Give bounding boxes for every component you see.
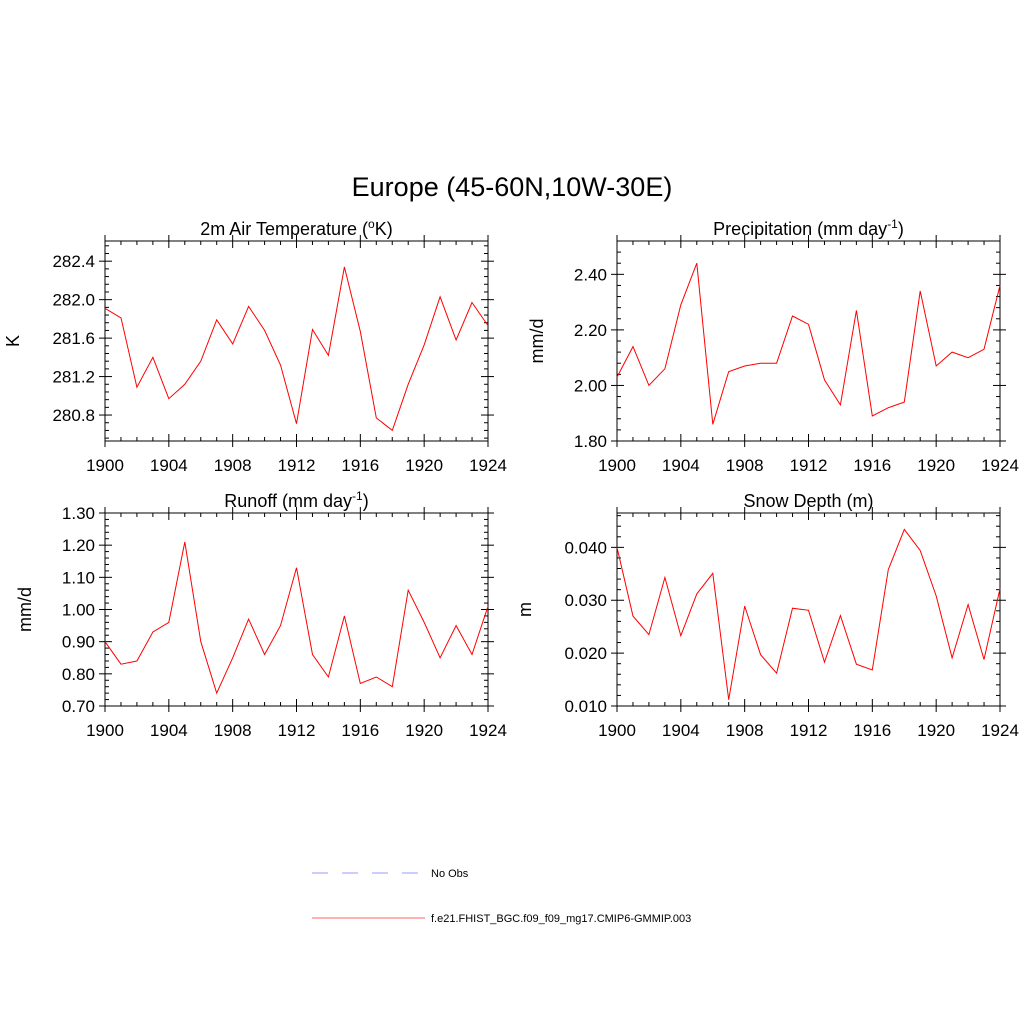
y-tick-label: 0.70 <box>62 697 95 716</box>
x-tick-label: 1916 <box>341 456 379 475</box>
x-tick-label: 1900 <box>598 721 636 740</box>
panel-title-sup: -1 <box>887 217 898 231</box>
x-tick-label: 1912 <box>790 456 828 475</box>
panel-title: Snow Depth (m) <box>743 491 873 511</box>
y-tick-label: 1.80 <box>574 432 607 451</box>
y-axis-label: K <box>3 335 23 347</box>
series-line <box>104 541 489 695</box>
y-tick-label: 0.020 <box>564 644 607 663</box>
y-axis-label: mm/d <box>527 319 547 364</box>
y-tick-label: 2.00 <box>574 376 607 395</box>
x-tick-label: 1904 <box>662 456 700 475</box>
x-tick-label: 1924 <box>469 721 507 740</box>
y-tick-label: 280.8 <box>52 406 95 425</box>
panel-title-text: Runoff (mm day <box>224 491 352 511</box>
panel-runoff: Runoff (mm day-1) mm/d 1900 1904 1908 1912 191… <box>15 489 507 740</box>
x-tick-label: 1900 <box>598 456 636 475</box>
x-tick-label: 1908 <box>726 456 764 475</box>
y-tick-label: 282.4 <box>52 252 95 271</box>
panel-title: 2m Air Temperature (oK) <box>200 217 392 239</box>
panel-title-sup: -1 <box>352 489 363 503</box>
panel-title-tail: ) <box>898 219 904 239</box>
plot-frame <box>616 240 1001 442</box>
y-tick-label: 282.0 <box>52 291 95 310</box>
plot-frame <box>616 512 1001 707</box>
x-tick-label: 1916 <box>853 721 891 740</box>
x-tick-label: 1916 <box>853 456 891 475</box>
x-tick-label: 1900 <box>86 721 124 740</box>
panels: 2m Air Temperature (oK) K 1900 1904 1908 1912… <box>3 217 1019 740</box>
y-axis-label: m <box>515 602 535 617</box>
y-tick-label: 1.00 <box>62 601 95 620</box>
y-tick-label: 2.20 <box>574 321 607 340</box>
plot-frame <box>104 240 489 442</box>
legend-no-obs-label: No Obs <box>431 868 469 880</box>
panel-title-sup: o <box>368 217 375 231</box>
x-tick-label: 1908 <box>214 721 252 740</box>
panel-precipitation: Precipitation (mm day-1) mm/d 1900 1904 1908… <box>527 217 1019 475</box>
y-axis-label: mm/d <box>15 587 35 632</box>
panel-title-tail: ) <box>363 491 369 511</box>
x-tick-label: 1924 <box>981 721 1019 740</box>
x-tick-label: 1912 <box>278 456 316 475</box>
x-tick-label: 1908 <box>214 456 252 475</box>
y-tick-label: 0.030 <box>564 591 607 610</box>
x-tick-label: 1908 <box>726 721 764 740</box>
y-tick-label: 0.90 <box>62 633 95 652</box>
y-tick-label: 0.80 <box>62 665 95 684</box>
x-tick-label: 1920 <box>917 721 955 740</box>
series-line <box>616 528 1001 700</box>
y-tick-label: 1.10 <box>62 568 95 587</box>
y-tick-label: 2.40 <box>574 265 607 284</box>
y-tick-label: 0.010 <box>564 697 607 716</box>
series-line <box>616 263 1001 425</box>
panel-title: Runoff (mm day-1) <box>224 489 368 511</box>
x-tick-label: 1912 <box>790 721 828 740</box>
panel-title-text: Precipitation (mm day <box>713 219 887 239</box>
x-tick-label: 1920 <box>917 456 955 475</box>
panel-snow-depth: Snow Depth (m) m 1900 1904 1908 1912 1916 1920 1… <box>515 491 1019 740</box>
legend-model-label: f.e21.FHIST_BGC.f09_f09_mg17.CMIP6-GMMIP… <box>431 913 691 925</box>
x-tick-label: 1904 <box>150 721 188 740</box>
legend: No Obs f.e21.FHIST_BGC.f09_f09_mg17.CMIP… <box>312 868 691 925</box>
x-tick-label: 1904 <box>662 721 700 740</box>
plot-frame <box>104 512 489 707</box>
panel-title-text: Snow Depth (m) <box>743 491 873 511</box>
panel-temperature: 2m Air Temperature (oK) K 1900 1904 1908 1912… <box>3 217 507 475</box>
series-line <box>104 266 489 432</box>
y-tick-label: 1.20 <box>62 536 95 555</box>
x-tick-label: 1900 <box>86 456 124 475</box>
y-tick-label: 1.30 <box>62 504 95 523</box>
y-tick-label: 0.040 <box>564 538 607 557</box>
panel-title-text: 2m Air Temperature ( <box>200 219 368 239</box>
main-title: Europe (45-60N,10W-30E) <box>352 172 673 202</box>
x-tick-label: 1916 <box>341 721 379 740</box>
x-tick-label: 1924 <box>469 456 507 475</box>
x-tick-label: 1924 <box>981 456 1019 475</box>
y-tick-label: 281.6 <box>52 329 95 348</box>
y-tick-label: 281.2 <box>52 368 95 387</box>
x-tick-label: 1912 <box>278 721 316 740</box>
x-tick-label: 1920 <box>405 721 443 740</box>
x-tick-label: 1904 <box>150 456 188 475</box>
panel-title-tail: K) <box>375 219 393 239</box>
panel-title: Precipitation (mm day-1) <box>713 217 904 239</box>
x-tick-label: 1920 <box>405 456 443 475</box>
